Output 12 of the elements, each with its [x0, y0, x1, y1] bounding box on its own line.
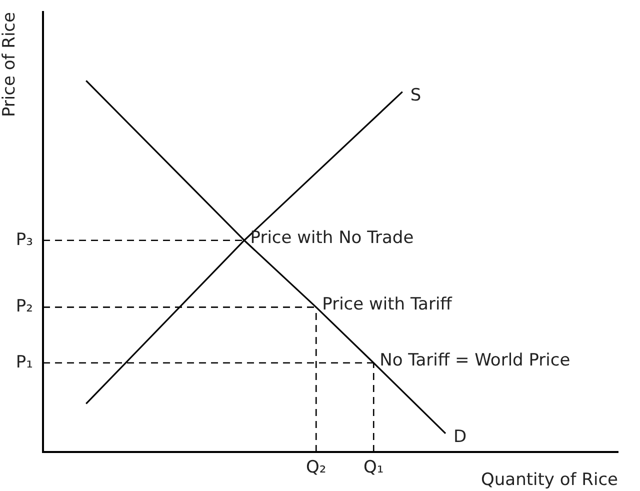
x-tick-label: Q₂: [306, 458, 326, 478]
x-tick-label: Q₁: [364, 458, 384, 478]
series-label: S: [410, 85, 422, 106]
y-axis-title: Price of Rice: [0, 12, 20, 118]
ref-line-label: P₂: [16, 296, 33, 317]
series-label: D: [454, 426, 467, 447]
x-axis-title: Quantity of Rice: [481, 470, 618, 490]
annotation: Price with No Trade: [250, 228, 414, 248]
ref-line-label: P₁: [16, 352, 33, 372]
ref-line-label: P₃: [16, 230, 33, 250]
annotation: Price with Tariff: [322, 294, 454, 315]
annotation: No Tariff = World Price: [380, 350, 570, 370]
